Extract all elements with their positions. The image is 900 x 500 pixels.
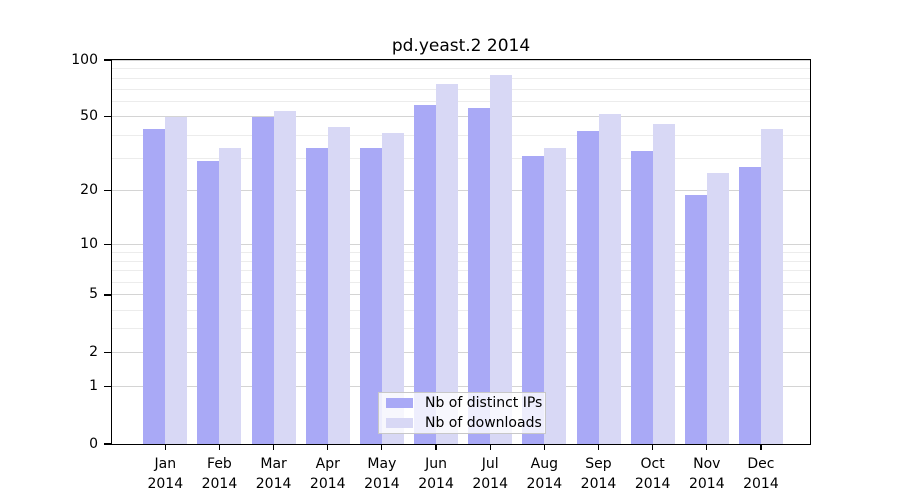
bar-sep-distinct-ips	[576, 131, 599, 444]
y-tick-label: 5	[89, 286, 98, 303]
bar-oct-distinct-ips	[630, 150, 653, 444]
bar-may-distinct-ips	[359, 148, 382, 444]
x-tick	[327, 444, 329, 450]
y-tick-label: 10	[80, 235, 98, 252]
minor-gridline	[112, 134, 810, 136]
legend: Nb of distinct IPs Nb of downloads	[378, 392, 546, 434]
bar-aug-distinct-ips	[522, 155, 545, 444]
bar-mar-distinct-ips	[251, 116, 274, 444]
x-tick	[218, 444, 221, 450]
bar-jul-downloads	[490, 75, 513, 444]
y-tick-label: 1	[89, 377, 98, 394]
y-tick	[104, 294, 111, 296]
bar-jul-distinct-ips	[468, 107, 491, 444]
major-gridline	[112, 352, 810, 354]
minor-gridline	[112, 328, 810, 330]
minor-gridline	[112, 88, 810, 90]
bar-sep-downloads	[598, 113, 621, 444]
minor-gridline	[112, 260, 810, 262]
x-tick-label: Nov 2014	[688, 456, 725, 492]
major-gridline	[112, 385, 810, 387]
x-tick-label: Sep 2014	[580, 456, 617, 492]
y-tick	[104, 243, 111, 246]
y-tick-label: 100	[71, 51, 98, 68]
major-gridline	[112, 116, 810, 118]
bar-dec-downloads	[760, 129, 783, 444]
major-gridline	[112, 294, 810, 296]
x-tick	[381, 444, 383, 450]
bar-mar-downloads	[273, 110, 296, 444]
major-gridline	[112, 59, 810, 61]
y-tick-label: 2	[89, 344, 98, 361]
legend-item-distinct-ips: Nb of distinct IPs	[379, 394, 545, 413]
x-tick	[706, 444, 708, 450]
x-tick-label: May 2014	[364, 456, 400, 492]
minor-gridline	[112, 77, 810, 79]
legend-item-downloads: Nb of downloads	[379, 413, 545, 432]
x-tick-label: Aug 2014	[526, 456, 563, 492]
bar-jun-downloads	[436, 83, 459, 444]
x-tick-label: Feb 2014	[201, 456, 238, 492]
x-tick-label: Apr 2014	[309, 456, 346, 492]
y-tick	[104, 385, 111, 387]
y-tick	[104, 190, 111, 192]
x-tick	[435, 444, 437, 450]
y-tick	[104, 59, 111, 61]
bar-feb-downloads	[219, 148, 242, 444]
y-tick-label: 20	[80, 182, 98, 199]
legend-label-distinct-ips: Nb of distinct IPs	[425, 395, 543, 412]
x-tick-label: Mar 2014	[255, 456, 292, 492]
minor-gridline	[112, 309, 810, 311]
y-tick-label: 50	[80, 108, 98, 125]
bar-may-downloads	[381, 133, 404, 444]
x-tick	[597, 444, 600, 450]
y-tick	[104, 351, 111, 354]
bar-oct-downloads	[652, 123, 675, 444]
x-tick-label: Jan 2014	[147, 456, 184, 492]
x-tick-label: Jul 2014	[472, 456, 508, 492]
bar-nov-downloads	[706, 172, 729, 444]
legend-label-downloads: Nb of downloads	[425, 414, 542, 431]
major-gridline	[112, 190, 810, 192]
plot-area	[111, 59, 811, 445]
y-tick-label: 0	[89, 435, 98, 452]
x-tick	[760, 444, 762, 450]
y-tick	[104, 116, 111, 118]
minor-gridline	[112, 157, 810, 159]
x-tick	[652, 444, 654, 450]
bar-nov-distinct-ips	[684, 194, 707, 444]
y-tick	[104, 443, 111, 445]
bar-dec-distinct-ips	[738, 166, 761, 444]
legend-swatch-distinct-ips	[386, 398, 413, 409]
x-tick-label: Dec 2014	[743, 456, 779, 492]
x-tick	[273, 444, 275, 450]
x-tick	[164, 444, 166, 450]
bar-feb-distinct-ips	[197, 161, 220, 444]
bar-apr-downloads	[327, 127, 350, 444]
bar-aug-downloads	[544, 148, 567, 444]
bar-jan-distinct-ips	[143, 129, 166, 444]
minor-gridline	[112, 251, 810, 253]
minor-gridline	[112, 270, 810, 272]
minor-gridline	[112, 281, 810, 283]
chart-title: pd.yeast.2 2014	[391, 36, 531, 56]
x-tick	[489, 444, 491, 450]
bar-jun-distinct-ips	[414, 104, 437, 444]
bar-jan-downloads	[165, 116, 188, 444]
major-gridline	[112, 243, 810, 245]
x-tick-label: Oct 2014	[634, 456, 671, 492]
bar-apr-distinct-ips	[305, 148, 328, 444]
x-tick-label: Jun 2014	[418, 456, 454, 492]
x-tick	[543, 444, 545, 450]
minor-gridline	[112, 101, 810, 103]
legend-swatch-downloads	[386, 417, 413, 428]
minor-gridline	[112, 68, 810, 70]
